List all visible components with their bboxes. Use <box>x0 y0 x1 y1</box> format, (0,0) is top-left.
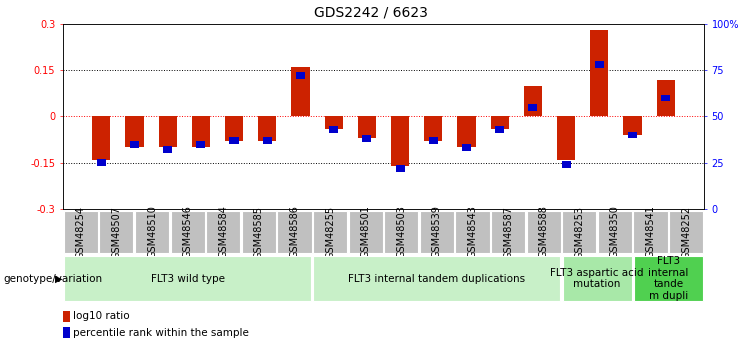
Bar <box>313 256 560 301</box>
Bar <box>456 211 490 253</box>
Bar <box>429 137 438 144</box>
Text: GSM48587: GSM48587 <box>503 206 513 258</box>
Bar <box>562 161 571 168</box>
Bar <box>242 211 276 253</box>
Bar <box>590 30 608 117</box>
Bar <box>192 117 210 147</box>
Bar <box>396 165 405 171</box>
Bar <box>528 104 537 111</box>
Bar <box>391 117 409 166</box>
Text: percentile rank within the sample: percentile rank within the sample <box>73 328 249 337</box>
Bar <box>348 211 383 253</box>
Text: GSM48510: GSM48510 <box>147 206 157 258</box>
Bar <box>63 310 70 322</box>
Text: genotype/variation: genotype/variation <box>4 274 103 284</box>
Bar <box>491 211 525 253</box>
Bar <box>661 95 671 101</box>
Text: GDS2242 / 6623: GDS2242 / 6623 <box>313 5 428 19</box>
Text: FLT3
internal
tande
m dupli: FLT3 internal tande m dupli <box>648 256 688 301</box>
Text: GSM48543: GSM48543 <box>468 206 477 258</box>
Bar <box>657 79 675 117</box>
Text: FLT3 internal tandem duplications: FLT3 internal tandem duplications <box>348 274 525 284</box>
Bar <box>63 327 70 338</box>
Text: GSM48252: GSM48252 <box>681 206 691 258</box>
Bar <box>562 211 597 253</box>
Bar <box>557 117 575 159</box>
Bar <box>277 211 311 253</box>
Bar <box>420 211 454 253</box>
Bar <box>159 117 177 147</box>
Text: ▶: ▶ <box>55 274 62 284</box>
Bar <box>225 117 243 141</box>
Bar <box>64 256 311 301</box>
Bar <box>362 135 371 142</box>
Bar <box>495 126 504 133</box>
Bar <box>669 211 703 253</box>
Bar <box>329 126 338 133</box>
Bar <box>92 117 110 159</box>
Bar <box>358 117 376 138</box>
Bar <box>634 211 668 253</box>
Text: GSM48546: GSM48546 <box>182 206 193 258</box>
Bar <box>170 211 205 253</box>
Text: GSM48541: GSM48541 <box>645 206 656 258</box>
Bar <box>135 211 169 253</box>
Bar <box>384 211 419 253</box>
Bar <box>524 86 542 117</box>
Bar <box>595 61 604 68</box>
Text: GSM48507: GSM48507 <box>111 206 122 258</box>
Text: GSM48539: GSM48539 <box>432 206 442 258</box>
Bar <box>325 117 343 129</box>
Text: GSM48350: GSM48350 <box>610 206 620 258</box>
Bar <box>130 141 139 148</box>
Bar <box>96 159 106 166</box>
Bar <box>230 137 239 144</box>
Text: GSM48255: GSM48255 <box>325 206 335 258</box>
Text: GSM48585: GSM48585 <box>254 206 264 258</box>
Text: GSM48254: GSM48254 <box>76 206 86 258</box>
Bar <box>598 211 632 253</box>
Text: FLT3 aspartic acid
mutation: FLT3 aspartic acid mutation <box>551 268 644 289</box>
Bar <box>424 117 442 141</box>
Bar <box>196 141 205 148</box>
Text: GSM48586: GSM48586 <box>290 206 299 258</box>
Bar <box>163 146 172 153</box>
Bar <box>313 211 347 253</box>
Bar <box>462 145 471 151</box>
Text: FLT3 wild type: FLT3 wild type <box>150 274 225 284</box>
Text: log10 ratio: log10 ratio <box>73 311 130 321</box>
Bar <box>527 211 561 253</box>
Bar <box>634 256 703 301</box>
Bar <box>206 211 240 253</box>
Bar <box>291 67 310 117</box>
Bar <box>562 256 631 301</box>
Bar <box>64 211 98 253</box>
Bar <box>258 117 276 141</box>
Bar <box>457 117 476 147</box>
Bar <box>125 117 144 147</box>
Text: GSM48584: GSM48584 <box>219 206 228 258</box>
Text: GSM48503: GSM48503 <box>396 206 406 258</box>
Bar <box>263 137 272 144</box>
Bar <box>623 117 642 135</box>
Text: GSM48501: GSM48501 <box>361 206 370 258</box>
Text: GSM48253: GSM48253 <box>574 206 585 258</box>
Bar <box>296 72 305 79</box>
Bar <box>628 131 637 138</box>
Bar <box>491 117 509 129</box>
Text: GSM48588: GSM48588 <box>539 206 548 258</box>
Bar <box>99 211 133 253</box>
